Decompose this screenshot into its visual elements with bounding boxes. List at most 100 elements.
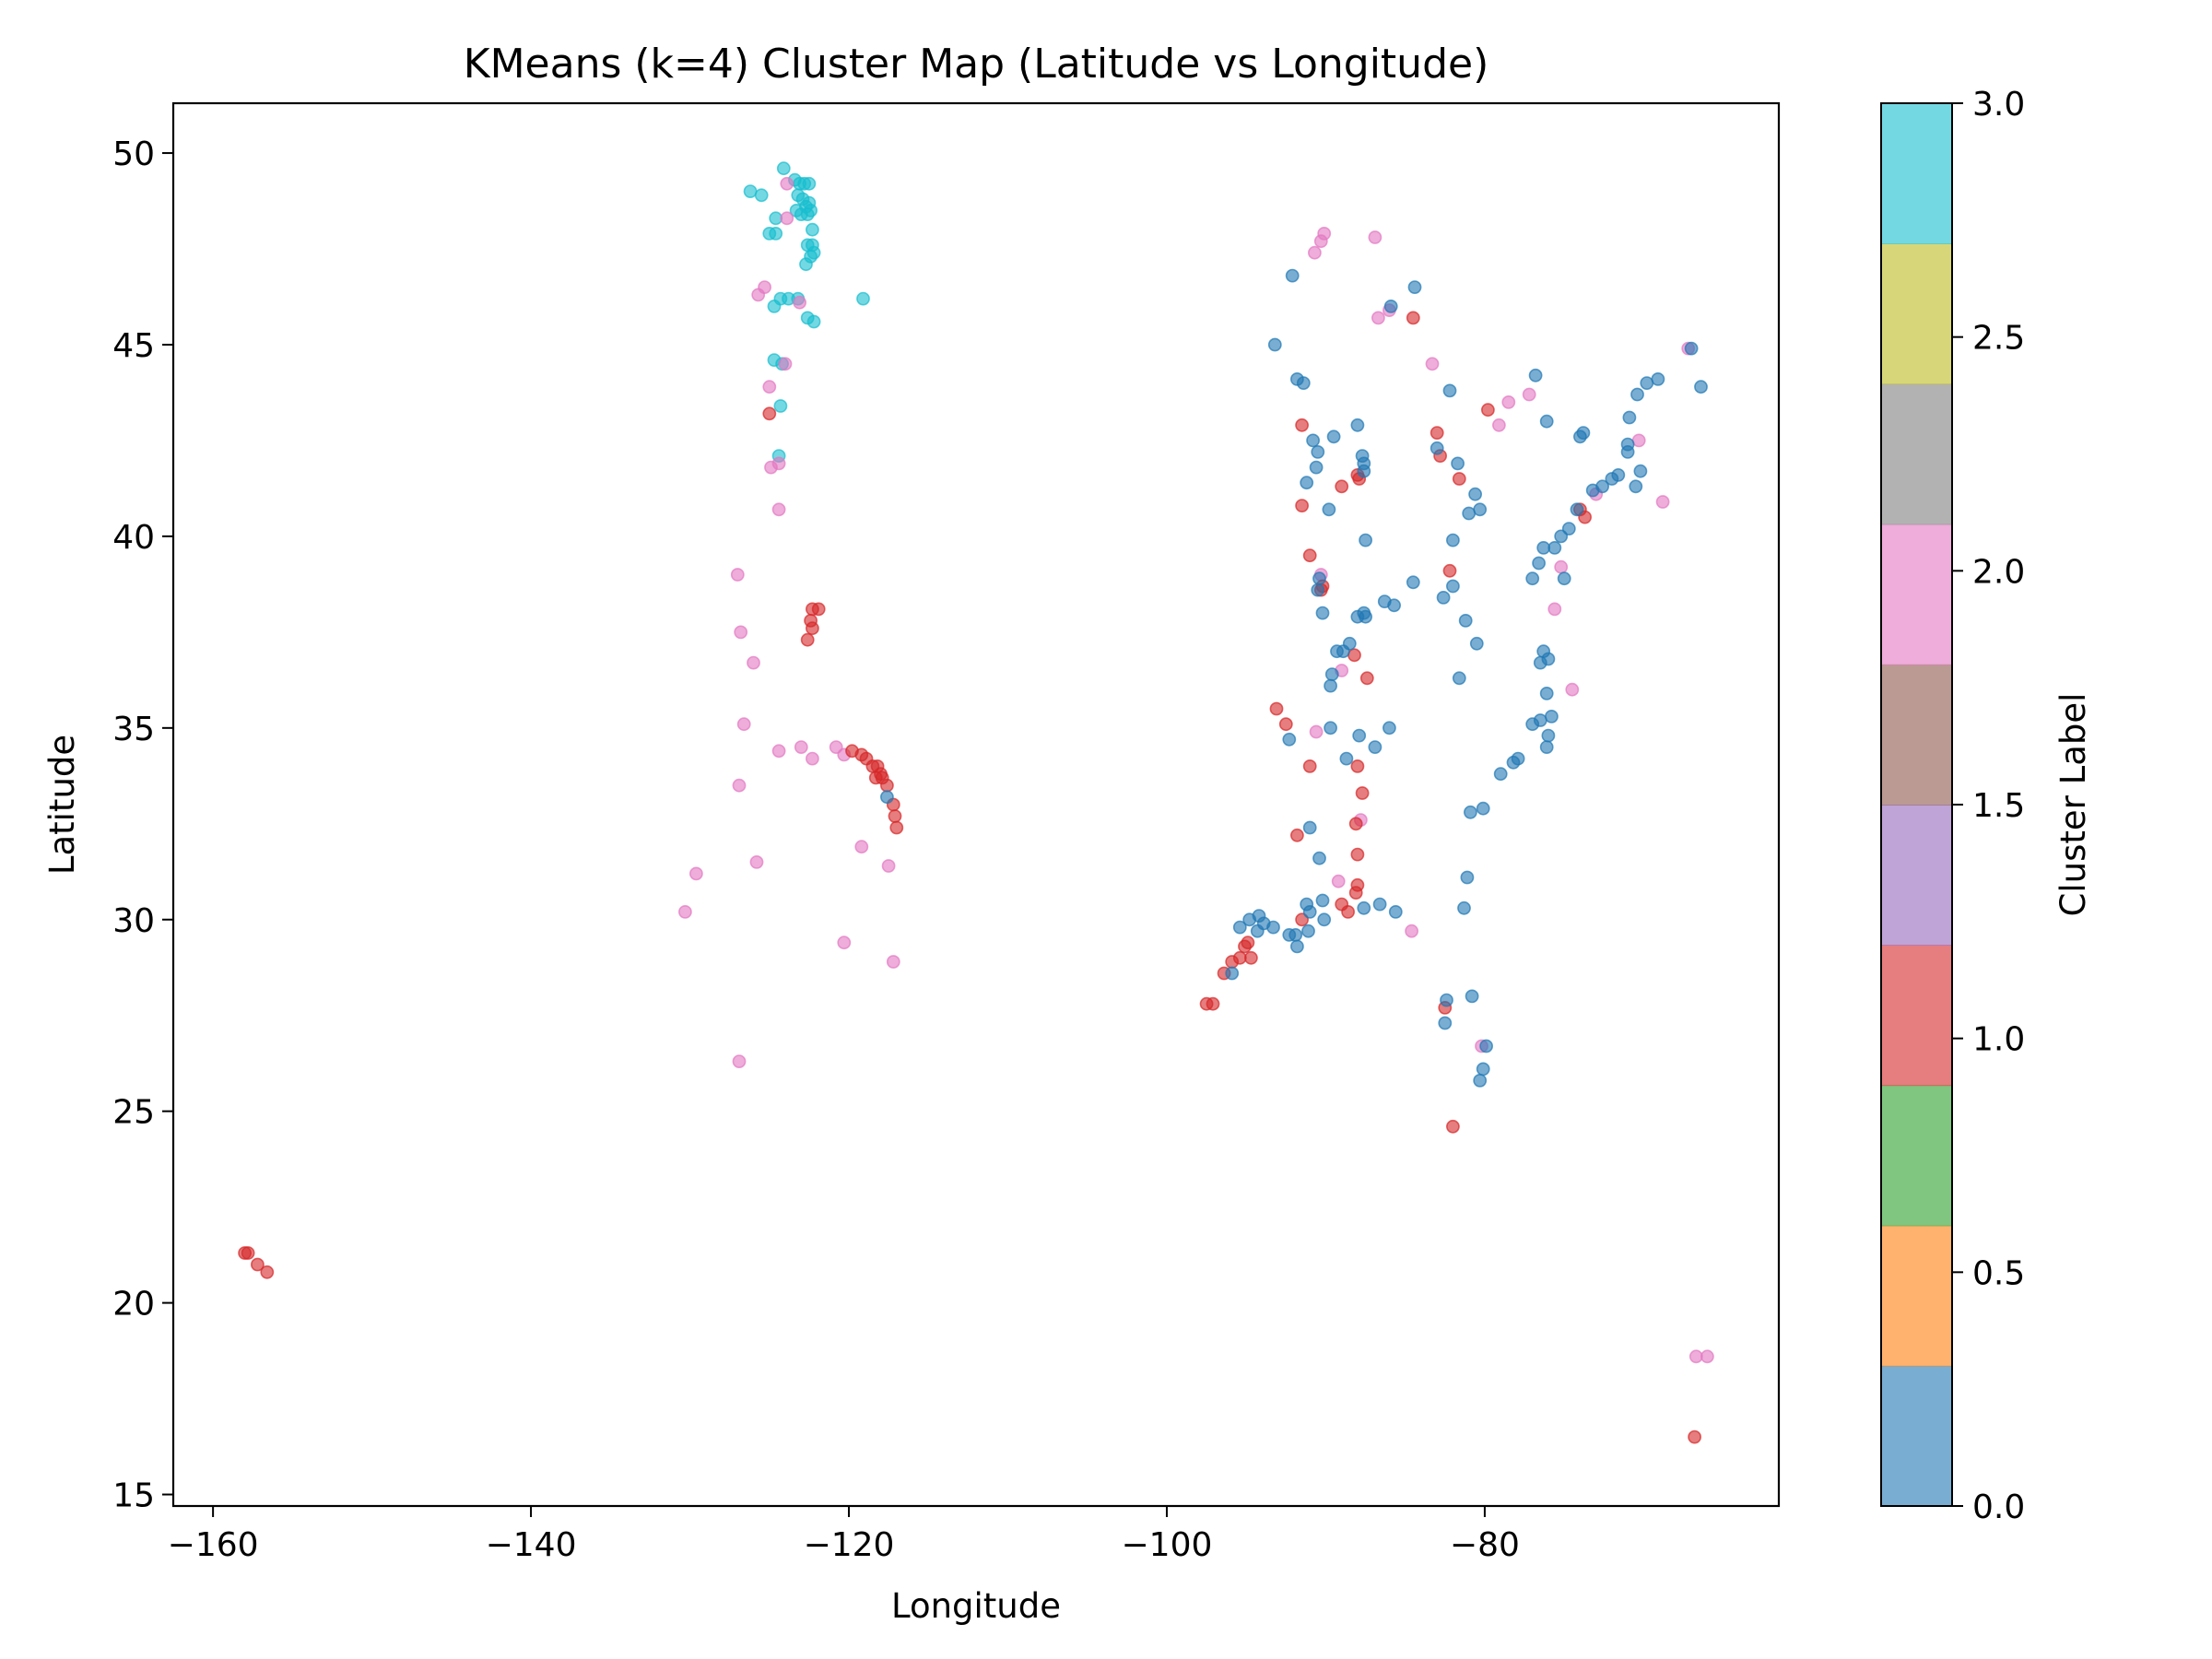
cluster-1-point bbox=[1481, 403, 1495, 418]
cluster-0-point bbox=[1533, 655, 1547, 670]
x-tick-label: −100 bbox=[1122, 1526, 1213, 1564]
colorbar-segment bbox=[1881, 664, 1952, 806]
x-tick-label: −120 bbox=[804, 1526, 895, 1564]
cluster-0-point bbox=[1576, 426, 1591, 440]
cluster-0-point bbox=[1250, 924, 1265, 938]
cluster-3-point bbox=[743, 184, 758, 198]
cluster-1-point bbox=[1355, 786, 1370, 800]
cluster-2-point bbox=[881, 859, 896, 873]
cluster-0-point bbox=[1282, 928, 1297, 942]
cluster-0-point bbox=[1557, 571, 1571, 586]
cluster-0-point bbox=[1324, 667, 1339, 681]
cluster-2-point bbox=[1554, 559, 1569, 574]
cluster-0-point bbox=[1267, 337, 1282, 352]
cluster-2-point bbox=[1501, 394, 1516, 409]
cluster-1-point bbox=[1241, 935, 1255, 950]
cluster-0-point bbox=[1468, 487, 1482, 501]
cluster-0-point bbox=[1451, 456, 1465, 471]
cluster-2-point bbox=[1492, 418, 1506, 432]
colorbar-segment bbox=[1881, 805, 1952, 946]
cluster-3-point bbox=[767, 299, 782, 313]
cluster-0-point bbox=[1532, 556, 1546, 571]
cluster-0-point bbox=[1640, 376, 1654, 390]
cluster-0-point bbox=[1322, 502, 1336, 517]
cluster-1-point bbox=[1290, 828, 1304, 842]
cluster-1-point bbox=[260, 1265, 275, 1279]
cluster-2-point bbox=[1313, 234, 1328, 249]
cluster-1-point bbox=[1244, 950, 1258, 965]
colorbar-tick-label: 2.0 bbox=[1972, 553, 2025, 591]
chart-title: KMeans (k=4) Cluster Map (Latitude vs Lo… bbox=[464, 41, 1489, 88]
cluster-0-point bbox=[1324, 721, 1337, 735]
cluster-0-point bbox=[1350, 418, 1365, 432]
cluster-2-point bbox=[1425, 357, 1440, 371]
cluster-0-point bbox=[1506, 755, 1521, 770]
cluster-1-point bbox=[868, 771, 883, 785]
cluster-2-point bbox=[771, 744, 786, 759]
cluster-0-point bbox=[1570, 502, 1584, 517]
cluster-0-point bbox=[1300, 476, 1314, 490]
cluster-1-point bbox=[241, 1246, 255, 1260]
cluster-0-point bbox=[1464, 805, 1477, 819]
cluster-2-point bbox=[1522, 387, 1536, 402]
cluster-0-point bbox=[1282, 732, 1297, 747]
x-axis-ticks: −160 −140 −120 −100 −80 bbox=[168, 1506, 1520, 1564]
cluster-0-point bbox=[1317, 912, 1332, 927]
cluster-1-point bbox=[800, 632, 815, 647]
cluster-0-point bbox=[1339, 751, 1354, 766]
cluster-2-point bbox=[732, 1054, 747, 1068]
cluster-1-point bbox=[806, 621, 819, 636]
cluster-2-point bbox=[1308, 245, 1322, 260]
cluster-0-point bbox=[1561, 522, 1576, 535]
cluster-0-point bbox=[1629, 479, 1643, 494]
cluster-3-point bbox=[806, 245, 821, 260]
y-tick-label: 15 bbox=[112, 1477, 155, 1515]
cluster-3-point bbox=[806, 222, 819, 237]
cluster-3-point bbox=[769, 226, 783, 241]
cluster-3-point bbox=[806, 314, 821, 329]
cluster-1-point bbox=[1406, 311, 1420, 325]
colorbar-label: Cluster Label bbox=[2053, 693, 2093, 917]
colorbar-tick-label: 2.5 bbox=[1972, 320, 2025, 358]
cluster-0-point bbox=[1382, 721, 1396, 735]
colorbar-tick-label: 1.0 bbox=[1972, 1021, 2025, 1059]
cluster-1-point bbox=[1295, 499, 1309, 512]
x-tick-label: −80 bbox=[1450, 1526, 1520, 1564]
cluster-0-point bbox=[1350, 609, 1365, 624]
cluster-0-point bbox=[880, 790, 894, 805]
cluster-2-point bbox=[736, 717, 751, 732]
cluster-2-point bbox=[734, 625, 748, 640]
y-axis-label: Latitude bbox=[42, 735, 82, 875]
cluster-0-point bbox=[1309, 460, 1324, 475]
cluster-2-point bbox=[1309, 724, 1324, 739]
cluster-0-point bbox=[1326, 429, 1341, 444]
cluster-0-point bbox=[1357, 900, 1371, 915]
cluster-1-point bbox=[1335, 479, 1349, 494]
cluster-0-point bbox=[1436, 591, 1451, 605]
cluster-3-point bbox=[802, 176, 817, 191]
cluster-1-point bbox=[1348, 886, 1363, 900]
cluster-1-point bbox=[1341, 905, 1355, 919]
cluster-0-point bbox=[1595, 479, 1609, 494]
cluster-1-point bbox=[250, 1257, 265, 1272]
colorbar-tick-label: 0.5 bbox=[1972, 1254, 2025, 1292]
cluster-0-point bbox=[1536, 541, 1551, 555]
plot-frame bbox=[171, 101, 1781, 1508]
cluster-1-point bbox=[1442, 563, 1457, 578]
cluster-2-point bbox=[806, 751, 819, 766]
cluster-2-point bbox=[1331, 874, 1346, 888]
colorbar-segment bbox=[1881, 243, 1952, 385]
cluster-0-point bbox=[1438, 1016, 1453, 1030]
cluster-0-point bbox=[1388, 905, 1403, 919]
cluster-0-point bbox=[1651, 371, 1665, 386]
cluster-0-point bbox=[1452, 671, 1466, 686]
cluster-2-point bbox=[780, 211, 794, 226]
cluster-0-point bbox=[1458, 614, 1473, 628]
cluster-0-point bbox=[1324, 678, 1337, 693]
cluster-2-point bbox=[1368, 230, 1382, 244]
cluster-3-point bbox=[856, 291, 870, 306]
cluster-0-point bbox=[1368, 740, 1382, 754]
cluster-0-point bbox=[1620, 437, 1635, 452]
